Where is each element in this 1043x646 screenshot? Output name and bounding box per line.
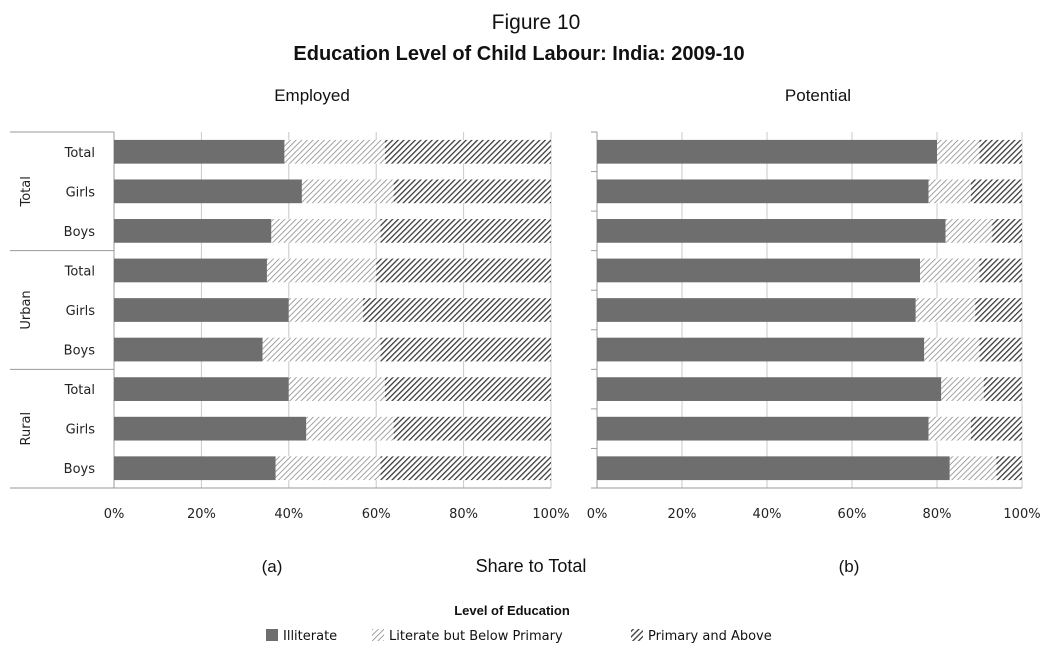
bar-segment-literate-below-primary (941, 377, 984, 401)
group-label: Rural (19, 412, 34, 446)
bar-segment-primary-above (971, 416, 1022, 441)
bar-segment-primary-above (384, 139, 551, 164)
bar-segment-primary-above (393, 416, 551, 441)
bar-segment-illiterate (114, 258, 267, 283)
category-label: Boys (64, 344, 96, 359)
bar-segment-illiterate (114, 456, 276, 481)
bar-segment-illiterate (114, 219, 272, 243)
x-tick-label: 20% (668, 507, 697, 522)
x-tick-label: 20% (187, 507, 216, 522)
bar-segment-illiterate (597, 219, 946, 243)
panel-label: (b) (839, 557, 860, 576)
bar-segment-literate-below-primary (928, 416, 971, 441)
bar-segment-primary-above (380, 219, 551, 243)
bar-segment-literate-below-primary (949, 456, 997, 481)
panel-employed: Employed 0% 20% 40% 60% 80% 100% Total Girls Boys… (10, 86, 570, 576)
bar-segment-illiterate (597, 298, 916, 322)
bar-segment-illiterate (597, 377, 942, 401)
figure-title: Education Level of Child Labour: India: … (293, 43, 744, 65)
bar-segment-literate-below-primary (306, 416, 394, 441)
panel-label: (a) (262, 557, 283, 576)
x-tick-label: 100% (1003, 507, 1040, 522)
panel-title: Potential (785, 86, 851, 105)
x-tick-label: 40% (753, 507, 782, 522)
bar-segment-primary-above (971, 179, 1022, 204)
legend-title: Level of Education (454, 603, 570, 618)
bar-segment-literate-below-primary (920, 258, 980, 283)
bar-segment-literate-below-primary (928, 179, 971, 204)
bar-segment-illiterate (114, 416, 307, 441)
bar-segment-primary-above (380, 337, 551, 362)
bar-segment-illiterate (597, 179, 929, 204)
bar-segment-primary-above (393, 179, 551, 204)
legend-swatch-literate-below-primary (372, 629, 384, 641)
bar-segment-primary-above (992, 219, 1022, 243)
x-tick-label: 60% (838, 507, 867, 522)
category-label: Boys (64, 225, 96, 240)
bar-segment-literate-below-primary (301, 179, 394, 204)
bar-segment-literate-below-primary (266, 258, 377, 283)
bar-segment-literate-below-primary (937, 139, 980, 164)
bar-segment-literate-below-primary (288, 298, 364, 322)
bar-segment-literate-below-primary (262, 337, 381, 362)
bar-segment-literate-below-primary (945, 219, 993, 243)
bar-segment-primary-above (983, 377, 1022, 401)
bar-segment-literate-below-primary (915, 298, 976, 322)
x-tick-label: 80% (449, 507, 478, 522)
bar-segment-primary-above (996, 456, 1022, 481)
bar-segment-literate-below-primary (288, 377, 385, 401)
bar-segment-primary-above (979, 337, 1022, 362)
panel-title: Employed (274, 86, 350, 105)
legend-label-literate-below-primary: Literate but Below Primary (389, 629, 563, 644)
bar-segment-illiterate (597, 258, 920, 283)
bar-segment-illiterate (597, 416, 929, 441)
bar-segment-illiterate (597, 456, 950, 481)
group-label: Urban (19, 290, 34, 329)
legend-label-illiterate: Illiterate (283, 629, 337, 644)
group-label: Total (19, 176, 34, 207)
bar-segment-literate-below-primary (924, 337, 980, 362)
category-label: Girls (66, 423, 96, 438)
bar-segment-primary-above (979, 139, 1022, 164)
figure-label: Figure 10 (492, 11, 581, 34)
legend: Illiterate Literate but Below Primary Pr… (266, 629, 772, 644)
legend-label-primary-above: Primary and Above (648, 629, 772, 644)
x-axis-title: Share to Total (476, 556, 587, 576)
category-label: Girls (66, 304, 96, 319)
x-tick-label: 40% (274, 507, 303, 522)
legend-swatch-illiterate (266, 629, 278, 641)
bar-segment-illiterate (597, 139, 937, 164)
bar-segment-primary-above (380, 456, 551, 481)
panel-potential: Potential 0% 20% 40% 60% 80% 100% (b) (587, 86, 1041, 576)
bar-segment-primary-above (975, 298, 1022, 322)
bar-segment-primary-above (376, 258, 551, 283)
category-label: Total (64, 146, 95, 161)
bar-segment-illiterate (114, 298, 289, 322)
bar-segment-illiterate (597, 337, 925, 362)
bar-segment-primary-above (384, 377, 551, 401)
bar-segment-literate-below-primary (284, 139, 385, 164)
category-label: Girls (66, 185, 96, 200)
x-tick-label: 60% (362, 507, 391, 522)
category-label: Total (64, 264, 95, 279)
category-label: Total (64, 383, 95, 398)
bar-segment-illiterate (114, 179, 302, 204)
x-tick-label: 0% (104, 507, 125, 522)
category-label: Boys (64, 462, 96, 477)
x-tick-label: 0% (587, 507, 608, 522)
bar-segment-literate-below-primary (275, 456, 381, 481)
bar-segment-primary-above (979, 258, 1022, 283)
x-tick-label: 80% (923, 507, 952, 522)
bar-segment-illiterate (114, 337, 263, 362)
x-tick-label: 100% (532, 507, 569, 522)
bar-segment-primary-above (363, 298, 551, 322)
bar-segment-illiterate (114, 377, 289, 401)
legend-swatch-primary-above (631, 629, 643, 641)
bar-segment-illiterate (114, 139, 285, 164)
bar-segment-literate-below-primary (271, 219, 381, 243)
